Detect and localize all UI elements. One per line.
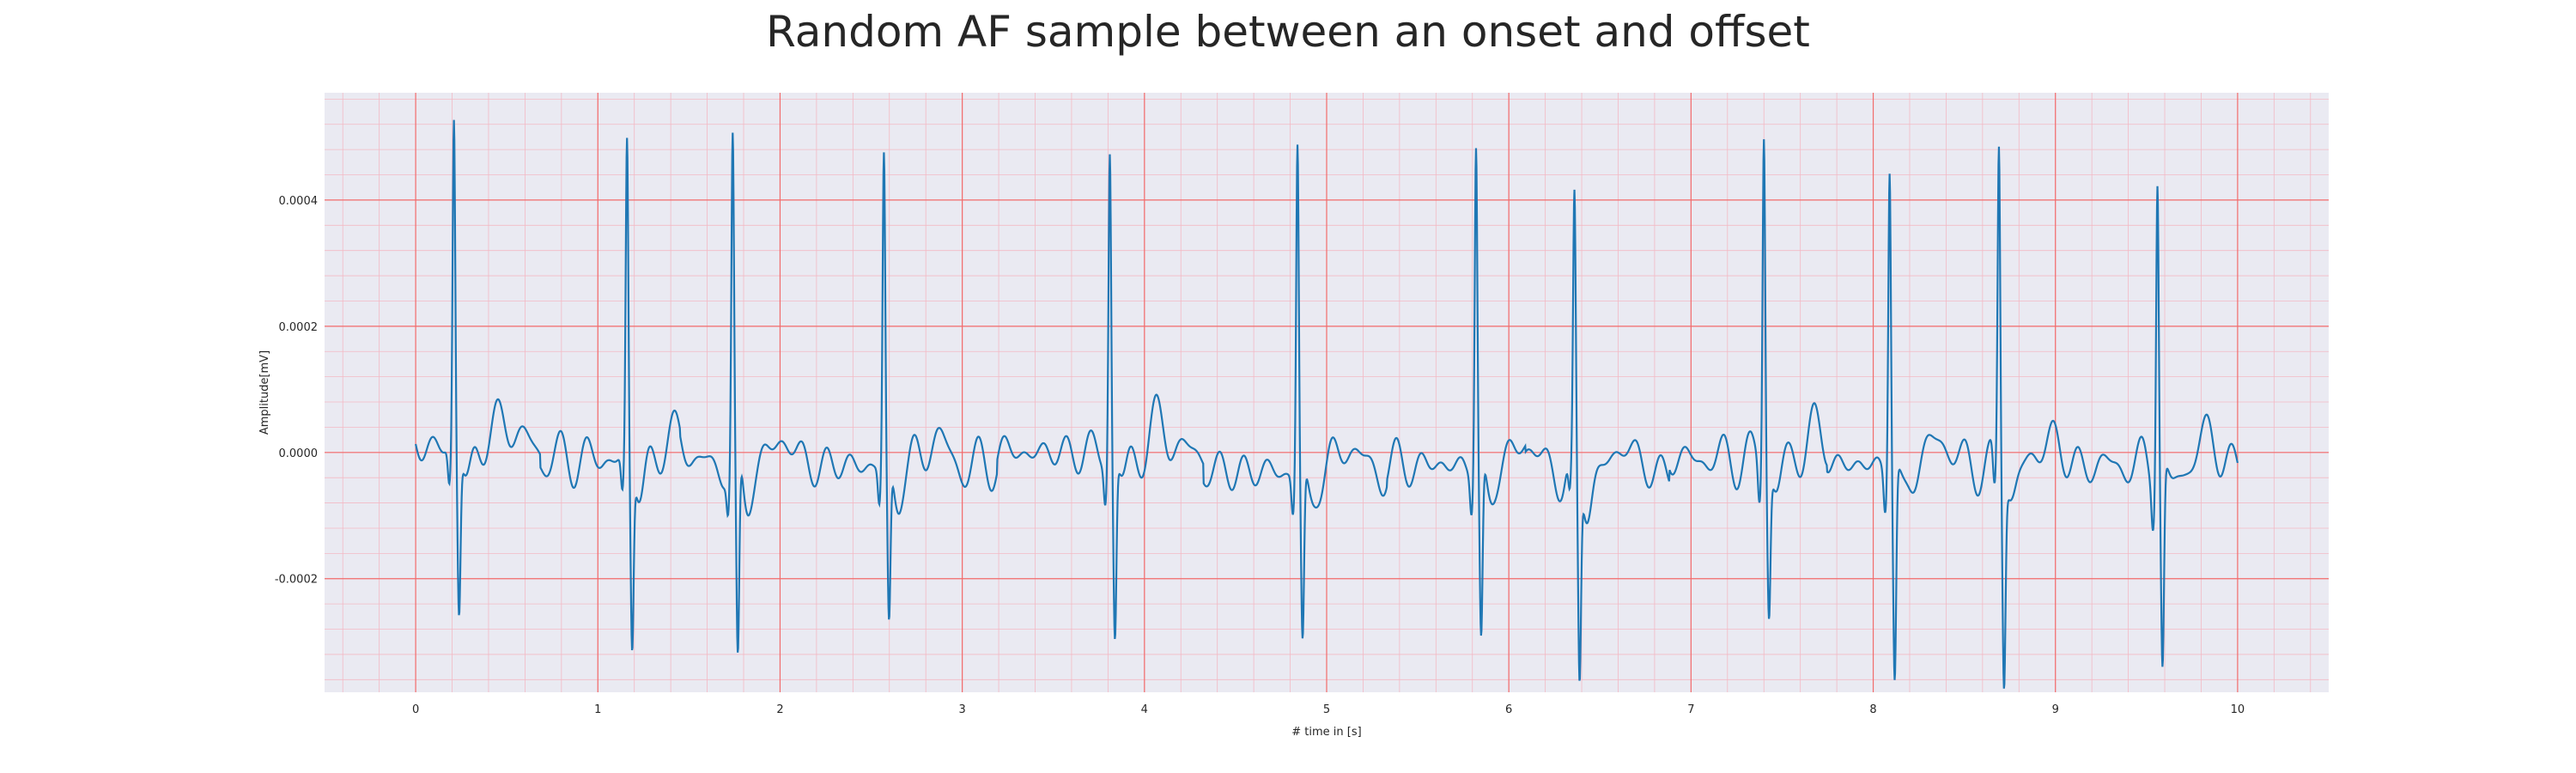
y-tick-label: -0.0002 [275,574,318,587]
major-grid [325,93,2329,692]
x-tick-label: 5 [1323,703,1330,716]
x-tick-label: 2 [776,703,783,716]
chart-title: Random AF sample between an onset and of… [766,7,1810,57]
x-tick-label: 9 [2052,703,2059,716]
x-tick-label: 0 [412,703,419,716]
y-axis-label: Amplitude[mV] [258,350,271,435]
x-tick-label: 1 [594,703,601,716]
y-tick-label: 0.0000 [279,447,319,460]
x-tick-label: 8 [1869,703,1876,716]
x-tick-label: 3 [958,703,965,716]
x-tick-label: 7 [1687,703,1694,716]
x-tick-label: 6 [1505,703,1512,716]
y-tick-label: 0.0002 [279,321,319,334]
x-axis-ticks: 0 1 2 3 4 5 6 7 8 9 10 [412,703,2245,716]
x-tick-label: 10 [2231,703,2245,716]
x-axis-label: # time in [s] [1291,726,1361,739]
y-tick-label: 0.0004 [279,195,319,208]
x-tick-label: 4 [1141,703,1148,716]
y-axis-ticks: -0.0002 0.0000 0.0002 0.0004 [275,195,318,587]
ecg-signal-line [415,119,2239,689]
